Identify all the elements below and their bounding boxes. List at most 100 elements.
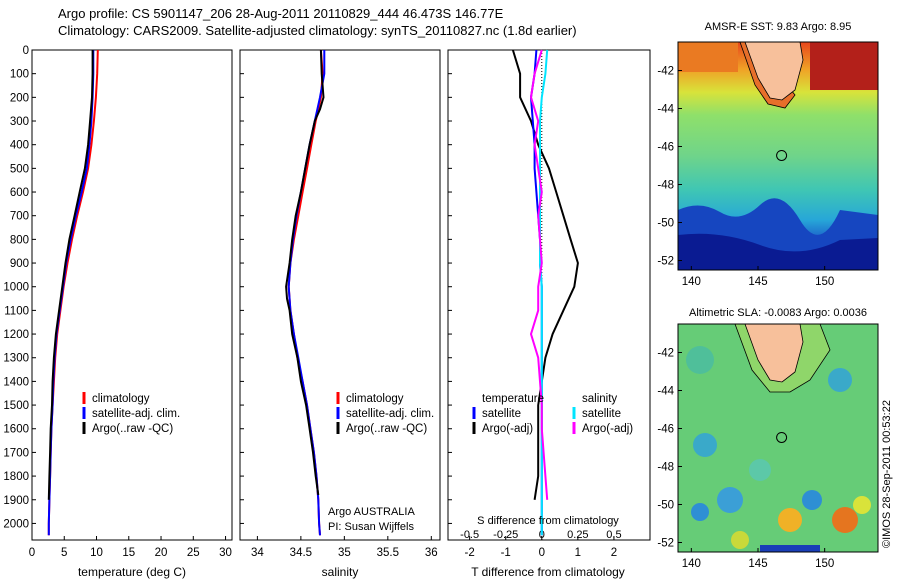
depth-tick-label: 1900 (3, 495, 29, 507)
lat-tick-label: -46 (657, 142, 674, 154)
salinity-plot-frame (239, 49, 441, 541)
depth-ticks: 0 100 200 300 400 500 600 700 800 900 1000 1100 1200… (3, 45, 36, 530)
depth-tick-label: 200 (10, 92, 29, 104)
sst-lon-ticks: 140 145 150 (682, 266, 834, 288)
float-position-marker (776, 149, 788, 161)
sst-cold-core (678, 233, 878, 270)
sst-warm-patch-west (678, 42, 738, 72)
lon-tick-label: 145 (748, 558, 767, 570)
difference-panel: -2 -1 0 1 2-0.5 -0.25 0 0.25 0.5 S difference fr… (447, 49, 651, 579)
series-line-salinity_satellite (539, 49, 549, 536)
depth-tick-label: 2000 (3, 518, 29, 530)
sla-eddy (691, 503, 709, 521)
sst-field (678, 42, 878, 270)
lat-tick-label: -46 (657, 424, 674, 436)
x-tick-label: 30 (219, 547, 232, 559)
legend-satellite-label: satellite-adj. clim. (346, 408, 434, 420)
temperature-profiles (47, 49, 99, 536)
temperature-ticks: 0 5 10 15 20 25 30 (29, 536, 232, 559)
difference-profiles (511, 49, 579, 536)
x-tick-label: -1 (501, 547, 511, 559)
series-line-argo (47, 50, 94, 500)
s-tick-label: 0.25 (567, 529, 588, 541)
temperature-axis-label: temperature (deg C) (78, 565, 186, 579)
s-tick-label: 0.5 (606, 529, 621, 541)
sla-map-frame (677, 323, 879, 553)
depth-tick-label: 1000 (3, 282, 29, 294)
depth-tick-label: 0 (23, 45, 29, 57)
lon-tick-label: 145 (748, 276, 767, 288)
sla-eddy (717, 487, 743, 513)
difference-depth-ticks (448, 49, 452, 524)
salinity-panel: 34 34.5 35 35.5 36 salinity climatology sate… (239, 49, 441, 579)
difference-plot-frame (447, 49, 651, 541)
sla-eddy (832, 507, 858, 533)
salinity-depth-ticks (240, 49, 244, 524)
lat-tick-label: -42 (657, 348, 674, 360)
series-line-salinity_argo (530, 49, 549, 500)
sla-eddy (749, 459, 771, 481)
x-tick-label: -2 (465, 547, 475, 559)
x-tick-label: 10 (90, 547, 103, 559)
x-tick-label: 5 (61, 547, 67, 559)
depth-tick-label: 1300 (3, 353, 29, 365)
sst-map-panel: AMSR-E SST: 9.83 Argo: 8.95 -42 -44 -46 -48… (657, 21, 879, 288)
x-tick-label: 20 (155, 547, 168, 559)
series-line-satellite (287, 50, 326, 536)
depth-tick-label: 600 (10, 187, 29, 199)
lon-tick-label: 140 (682, 276, 701, 288)
sla-map-title: Altimetric SLA: -0.0083 Argo: 0.0036 (689, 307, 867, 319)
legend-s-argo-label: Argo(-adj) (582, 423, 633, 435)
tasmania-landmass (744, 42, 804, 101)
depth-tick-label: 1100 (4, 305, 29, 317)
sla-low-band (760, 545, 820, 552)
sst-lat-ticks: -42 -44 -46 -48 -50 -52 (657, 66, 682, 268)
sla-eddy (802, 490, 822, 510)
x-tick-label: 15 (122, 547, 135, 559)
depth-tick-label: 900 (10, 258, 29, 270)
x-tick-label: 1 (575, 547, 581, 559)
legend-salinity-heading: salinity (582, 393, 617, 405)
salinity-difference-label: S difference from climatology (477, 515, 619, 527)
lat-tick-label: -42 (657, 66, 674, 78)
sla-eddy (828, 368, 852, 392)
s-tick-label: -0.5 (460, 529, 479, 541)
temperature-difference-label: T difference from climatology (471, 565, 625, 579)
legend-argo-label: Argo(..raw -QC) (346, 423, 427, 435)
depth-tick-label: 1700 (3, 447, 29, 459)
series-line-climatology (287, 49, 324, 536)
lat-tick-label: -44 (657, 104, 674, 116)
argo-program-label: Argo AUSTRALIA (328, 506, 415, 518)
temperature-panel: 0100200300400500600700800900100011001200… (3, 45, 233, 579)
depth-tick-label: 100 (10, 69, 29, 81)
difference-ticks: -2 -1 0 1 2-0.5 -0.25 0 0.25 0.5 (460, 529, 621, 559)
lat-tick-label: -50 (657, 500, 674, 512)
legend-t-argo-label: Argo(-adj) (482, 423, 533, 435)
sla-map-panel: Altimetric SLA: -0.0083 Argo: 0.0036 -42… (657, 307, 879, 570)
lon-tick-label: 140 (682, 558, 701, 570)
x-tick-label: 36 (425, 547, 438, 559)
float-position-marker (776, 431, 788, 443)
depth-tick-label: 400 (10, 140, 29, 152)
x-tick-label: 0 (29, 547, 35, 559)
difference-legend-salinity: salinity satellite Argo(-adj) (572, 393, 633, 435)
legend-climatology-label: climatology (92, 393, 150, 405)
legend-argo-label: Argo(..raw -QC) (92, 423, 173, 435)
sla-eddy (778, 508, 802, 532)
x-tick-label: 0 (539, 547, 545, 559)
depth-tick-label: 1500 (3, 400, 29, 412)
x-tick-label: 35.5 (377, 547, 399, 559)
principal-investigator-label: PI: Susan Wijffels (328, 521, 414, 533)
lon-tick-label: 150 (815, 276, 834, 288)
x-tick-label: 34 (251, 547, 264, 559)
salinity-ticks: 34 34.5 35 35.5 36 (251, 536, 438, 559)
copyright-stamp: ©IMOS 28-Sep-2011 00:53:22 (881, 400, 893, 548)
depth-tick-label: 300 (10, 116, 29, 128)
sst-warm-patch (810, 42, 878, 90)
tasmania-landmass (744, 324, 804, 383)
legend-t-satellite-label: satellite (482, 408, 521, 420)
difference-legend-temperature: temperature satellite Argo(-adj) (472, 393, 544, 435)
lat-tick-label: -48 (657, 462, 674, 474)
legend-satellite-label: satellite-adj. clim. (92, 408, 180, 420)
